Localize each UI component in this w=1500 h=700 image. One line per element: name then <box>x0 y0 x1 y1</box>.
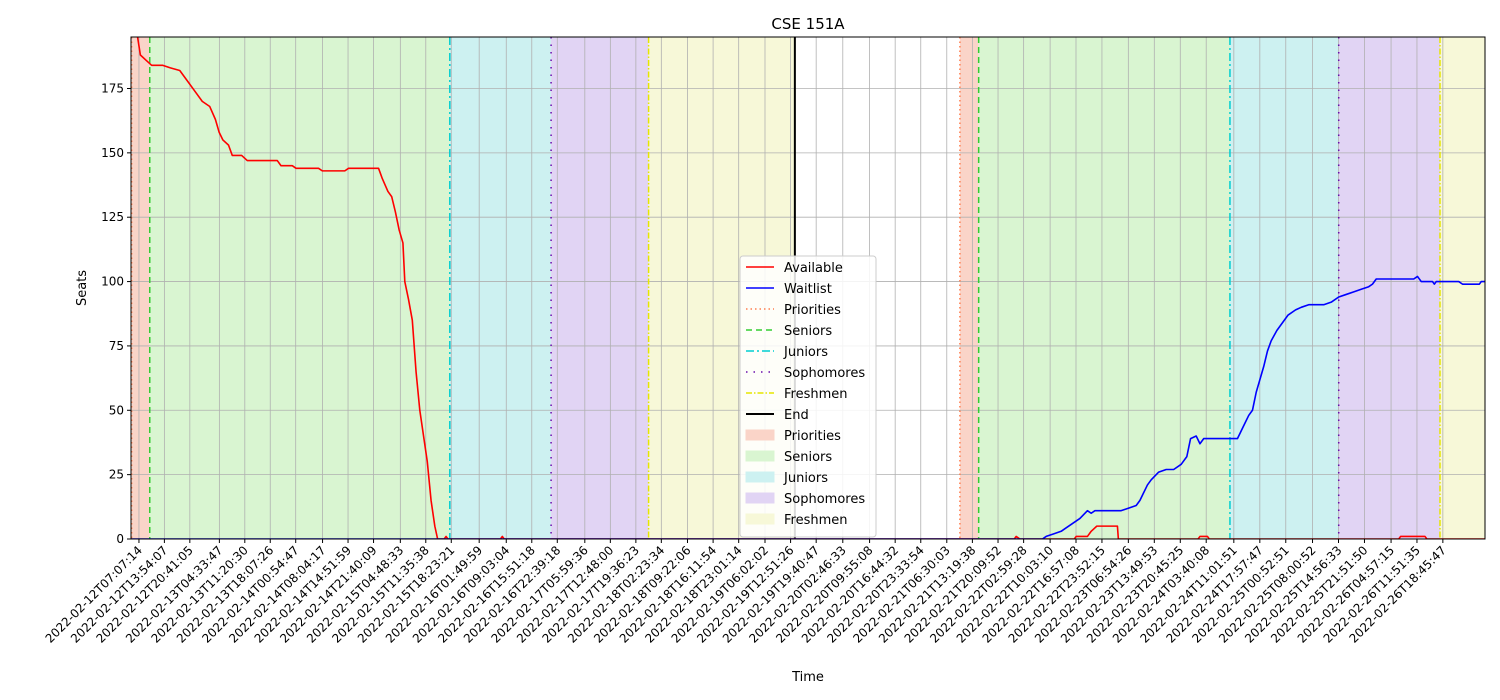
series <box>131 37 1485 539</box>
legend-label: Priorities <box>784 429 841 444</box>
legend-label: Juniors <box>783 345 828 360</box>
span-freshmen <box>1439 37 1485 539</box>
plot-area <box>130 36 1486 540</box>
legend-patch-sophomores <box>745 492 775 504</box>
phase-spans <box>131 37 1485 539</box>
plot-frame <box>130 36 1486 540</box>
legend-label: Waitlist <box>784 282 832 297</box>
span-juniors <box>1229 37 1339 539</box>
span-seniors <box>149 37 450 539</box>
span-seniors <box>978 37 1230 539</box>
x-axis-title: Time <box>791 670 824 685</box>
span-sophomores <box>1338 37 1440 539</box>
legend-box <box>739 255 877 538</box>
y-tick-label: 25 <box>109 468 124 482</box>
legend-label: Freshmen <box>784 513 848 528</box>
y-axis-title: Seats <box>75 270 90 306</box>
y-tick-label: 75 <box>109 339 124 353</box>
span-juniors <box>449 37 552 539</box>
series-available-line <box>136 37 1485 539</box>
y-tick-label: 0 <box>116 532 124 546</box>
legend-label: Available <box>784 261 843 276</box>
legend-label: Sophomores <box>784 366 865 381</box>
grid <box>131 37 1485 540</box>
legend-patch-juniors <box>745 471 775 483</box>
legend-patch-priorities <box>745 429 775 441</box>
span-priorities <box>131 37 150 539</box>
legend-patch-seniors <box>745 450 775 462</box>
y-axis-ticks: 0 25 50 75 100 125 150 175 <box>101 81 131 546</box>
legend-label: Freshmen <box>784 387 848 402</box>
y-tick-label: 125 <box>101 210 124 224</box>
legend-label: Seniors <box>784 324 832 339</box>
legend-label: Juniors <box>783 471 828 486</box>
span-sophomores <box>551 37 649 539</box>
legend-patch-freshmen <box>745 513 775 525</box>
chart-title: CSE 151A <box>771 15 845 33</box>
legend-label: Sophomores <box>784 492 865 507</box>
legend-label: Priorities <box>784 303 841 318</box>
series-waitlist-line <box>131 275 1485 539</box>
y-tick-label: 175 <box>101 81 124 95</box>
legend-label: Seniors <box>784 450 832 465</box>
legend: Available Waitlist Priorities Seniors Junior… <box>739 255 877 538</box>
span-priorities <box>959 37 979 539</box>
legend-label: End <box>784 408 809 423</box>
y-tick-label: 100 <box>101 275 124 289</box>
y-tick-label: 150 <box>101 146 124 160</box>
y-tick-label: 50 <box>109 403 124 417</box>
